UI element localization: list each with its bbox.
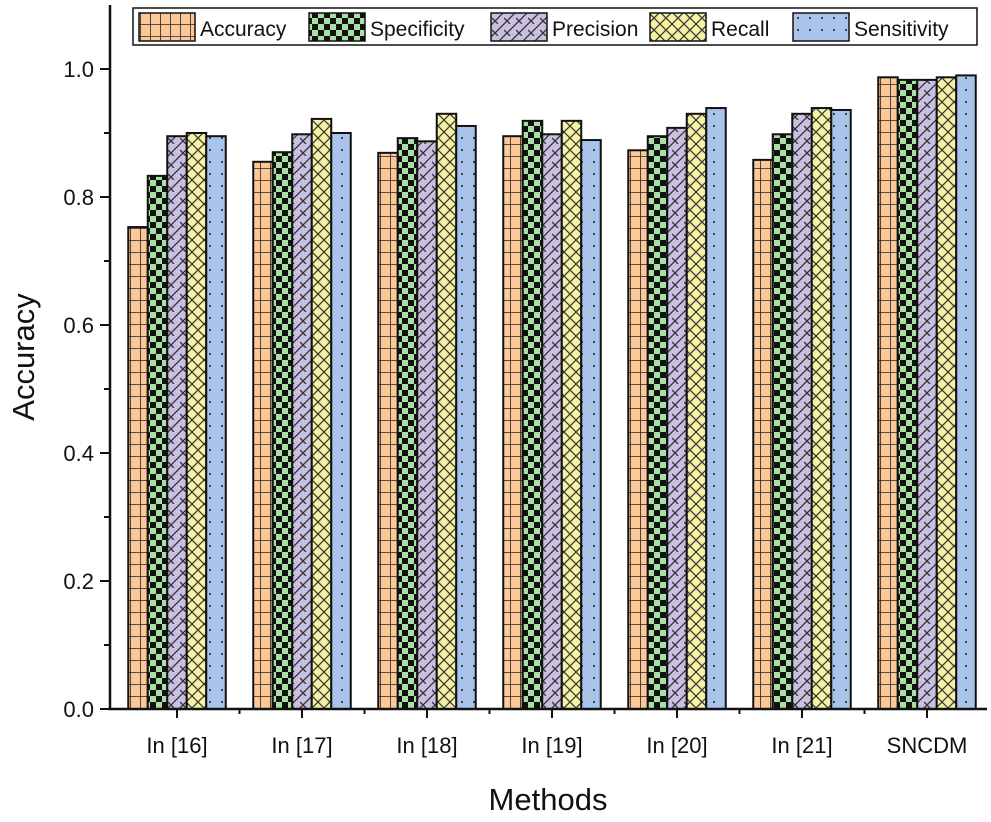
- bar-accuracy-5: [752, 158, 774, 710]
- bar-accuracy-6: [877, 76, 899, 710]
- bar-sensitivity-5: [830, 108, 852, 710]
- bar-specificity-3: [521, 119, 544, 710]
- bar-recall-1: [310, 117, 333, 711]
- y-tick-label: 0.2: [63, 569, 94, 594]
- x-tick-label: In [16]: [146, 733, 207, 758]
- bar-precision-1: [291, 133, 313, 710]
- bar-sensitivity-2: [455, 124, 477, 710]
- legend-swatch-accuracy: [138, 12, 196, 42]
- y-tick-label: 1.0: [63, 57, 94, 82]
- bar-specificity-5: [771, 133, 794, 710]
- bar-accuracy-2: [377, 151, 399, 710]
- legend: Accuracy Specificity Precision Recall Sensit…: [132, 7, 978, 46]
- bar-accuracy-4: [627, 149, 649, 710]
- bar-precision-2: [416, 140, 438, 710]
- y-tick-label: 0.8: [63, 185, 94, 210]
- x-tick-label: In [19]: [521, 733, 582, 758]
- legend-label-accuracy: Accuracy: [200, 18, 287, 41]
- bar-precision-5: [791, 112, 813, 711]
- x-tick-label: In [20]: [646, 733, 707, 758]
- bar-recall-3: [560, 119, 583, 710]
- bar-specificity-0: [146, 174, 169, 710]
- axes-layer: 0.0 0.2 0.4 0.6 0.8 1.0 In [16] In [17] In [18] I…: [63, 5, 987, 758]
- bar-recall-5: [810, 107, 833, 711]
- legend-swatch-sensitivity: [792, 12, 850, 42]
- x-axis-label: Methods: [489, 782, 608, 817]
- bar-specificity-4: [646, 135, 669, 710]
- bar-sensitivity-6: [955, 74, 977, 710]
- bar-recall-4: [685, 112, 708, 711]
- bar-accuracy-0: [127, 226, 149, 711]
- legend-label-recall: Recall: [711, 18, 769, 41]
- legend-label-specificity: Specificity: [370, 18, 465, 41]
- bar-accuracy-3: [502, 135, 524, 710]
- y-tick-label: 0.0: [63, 697, 94, 722]
- bar-recall-6: [935, 76, 958, 710]
- bar-specificity-2: [396, 137, 419, 710]
- legend-label-precision: Precision: [552, 18, 638, 41]
- x-tick-label: In [18]: [396, 733, 457, 758]
- y-axis-label: Accuracy: [6, 293, 41, 421]
- bar-sensitivity-0: [205, 135, 227, 710]
- bar-sensitivity-3: [580, 139, 602, 711]
- legend-label-sensitivity: Sensitivity: [854, 18, 949, 41]
- bar-precision-3: [541, 133, 563, 710]
- bar-precision-6: [916, 78, 938, 710]
- bar-recall-0: [185, 132, 208, 710]
- bar-precision-4: [666, 126, 688, 710]
- bar-sensitivity-4: [705, 107, 727, 711]
- bar-sensitivity-1: [330, 132, 352, 710]
- x-tick-label: SNCDM: [887, 733, 968, 758]
- bar-accuracy-1: [252, 160, 274, 711]
- bar-recall-2: [435, 112, 458, 711]
- legend-swatch-precision: [490, 12, 548, 42]
- bar-precision-0: [166, 135, 188, 710]
- bar-specificity-1: [271, 151, 294, 710]
- x-tick-label: In [17]: [271, 733, 332, 758]
- legend-swatch-recall: [649, 12, 707, 42]
- y-tick-label: 0.6: [63, 313, 94, 338]
- bars-layer: [127, 74, 977, 711]
- legend-swatch-specificity: [308, 12, 366, 42]
- x-tick-label: In [21]: [771, 733, 832, 758]
- bar-specificity-6: [896, 78, 919, 710]
- y-tick-label: 0.4: [63, 441, 94, 466]
